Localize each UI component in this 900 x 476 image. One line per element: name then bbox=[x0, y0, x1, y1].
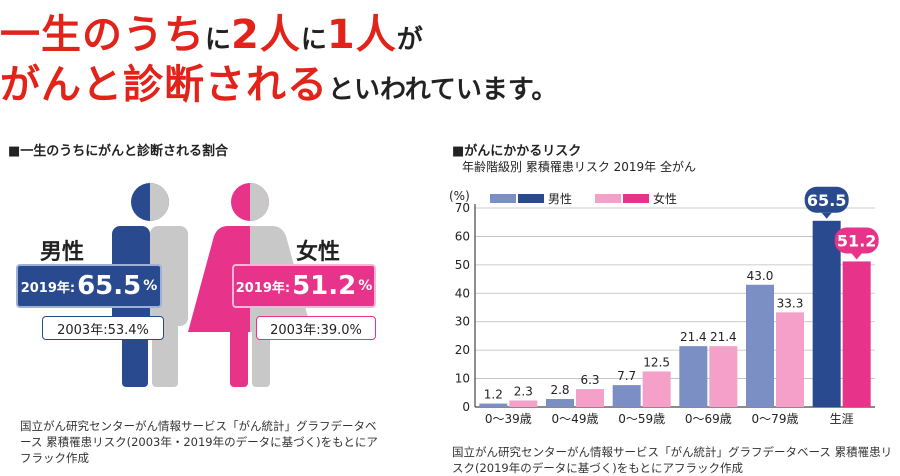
female-label: 女性 bbox=[296, 240, 341, 265]
legend-male-dark-swatch bbox=[518, 194, 544, 203]
male-rate-unit: % bbox=[143, 278, 158, 294]
headline-segment: が bbox=[396, 25, 423, 55]
headline-line-1: 一生のうちに2人に1人が bbox=[0, 2, 423, 60]
male-bar bbox=[812, 220, 841, 407]
right-source-note: 国立がん研究センターがん情報サービス「がん統計」グラフデータベース 累積罹患リス… bbox=[452, 445, 893, 475]
male-data-label: 2.8 bbox=[550, 383, 569, 397]
female-rate-2019-box: 2019年: 51.2 % bbox=[232, 264, 376, 308]
male-rate-2003: 2003年:53.4% bbox=[57, 322, 149, 338]
male-bar bbox=[679, 346, 708, 407]
headline-line-2: がんと診断されるといわれています。 bbox=[0, 52, 557, 110]
x-tick-label: 0〜59歳 bbox=[618, 412, 665, 426]
left-source-note: 国立がん研究センターがん情報サービス「がん統計」グラフデータベース 累積罹患リス… bbox=[20, 419, 378, 465]
female-bar bbox=[776, 312, 804, 407]
female-data-label: 51.2 bbox=[837, 231, 876, 250]
x-tick-label: 0〜49歳 bbox=[552, 412, 599, 426]
male-data-label: 7.7 bbox=[617, 369, 636, 383]
male-bar bbox=[479, 403, 508, 407]
male-bar bbox=[612, 385, 641, 407]
female-rate-unit: % bbox=[358, 278, 373, 294]
y-tick-label: 30 bbox=[455, 315, 470, 329]
callout-pointer bbox=[821, 212, 832, 219]
female-bar bbox=[576, 389, 604, 407]
legend-female-light-swatch bbox=[595, 194, 621, 203]
headline-segment: 一生のうち bbox=[0, 12, 205, 58]
female-rate-year: 2019年: bbox=[235, 280, 291, 296]
left-section-title: ■一生のうちにがんと診断される割合 bbox=[8, 144, 229, 159]
x-tick-label: 0〜39歳 bbox=[485, 412, 532, 426]
male-data-label: 65.5 bbox=[807, 191, 846, 210]
x-tick-label: 生涯 bbox=[830, 412, 854, 426]
y-tick-label: 50 bbox=[455, 258, 470, 272]
female-bar bbox=[509, 400, 538, 407]
y-tick-label: 10 bbox=[455, 372, 470, 386]
male-rate-year: 2019年: bbox=[20, 280, 76, 296]
female-data-label: 2.3 bbox=[514, 384, 533, 398]
female-rate-value: 51.2 bbox=[292, 271, 357, 301]
female-rate-2003-box: 2003年:39.0% bbox=[256, 316, 376, 340]
headline-segment: に bbox=[205, 25, 232, 55]
female-data-label: 33.3 bbox=[777, 296, 804, 310]
male-data-label: 43.0 bbox=[747, 269, 774, 283]
male-rate-value: 65.5 bbox=[77, 271, 142, 301]
female-data-label: 21.4 bbox=[710, 330, 737, 344]
y-tick-label: 0 bbox=[462, 400, 470, 414]
male-callout-bubble bbox=[804, 186, 849, 213]
headline-segment: がんと診断される bbox=[0, 62, 328, 108]
y-axis-unit: (%) bbox=[449, 189, 470, 203]
female-bar bbox=[842, 261, 871, 407]
legend-female-dark-swatch bbox=[623, 194, 649, 203]
male-data-label: 21.4 bbox=[680, 330, 707, 344]
y-tick-label: 40 bbox=[455, 286, 470, 300]
female-data-label: 12.5 bbox=[643, 355, 670, 369]
male-bar bbox=[546, 399, 574, 407]
x-tick-label: 0〜69歳 bbox=[685, 412, 732, 426]
male-rate-2019-box: 2019年: 65.5 % bbox=[16, 264, 162, 308]
male-label: 男性 bbox=[40, 240, 85, 265]
female-bar bbox=[709, 346, 738, 407]
callout-pointer bbox=[851, 253, 862, 260]
headline-segment: に bbox=[300, 25, 327, 55]
y-tick-label: 70 bbox=[455, 201, 470, 215]
female-data-label: 6.3 bbox=[580, 373, 599, 387]
male-bar bbox=[746, 284, 774, 407]
x-tick-label: 0〜79歳 bbox=[752, 412, 799, 426]
headline-segment: 1人 bbox=[326, 12, 397, 58]
right-section-title: ■がんにかかるリスク bbox=[452, 144, 582, 159]
y-tick-label: 20 bbox=[455, 343, 470, 357]
female-rate-2003: 2003年:39.0% bbox=[270, 322, 362, 338]
legend-female-label: 女性 bbox=[653, 191, 677, 206]
risk-bar-chart: (%) 0 10 20 30 40 50 60 70 男性 女性 1.2 2.3 0〜39歳 2.8 6.3 0… bbox=[449, 186, 879, 426]
female-callout-bubble bbox=[834, 227, 879, 254]
male-data-label: 1.2 bbox=[484, 388, 503, 402]
y-tick-label: 60 bbox=[455, 229, 470, 243]
legend-male-light-swatch bbox=[490, 194, 516, 203]
chart-subtitle: 年齢階級別 累積罹患リスク 2019年 全がん bbox=[462, 160, 696, 174]
headline-segment: 2人 bbox=[231, 12, 301, 58]
headline-segment: といわれています。 bbox=[328, 75, 558, 105]
legend-male-label: 男性 bbox=[548, 192, 572, 206]
female-bar bbox=[642, 371, 671, 407]
male-rate-2003-box: 2003年:53.4% bbox=[42, 316, 164, 340]
